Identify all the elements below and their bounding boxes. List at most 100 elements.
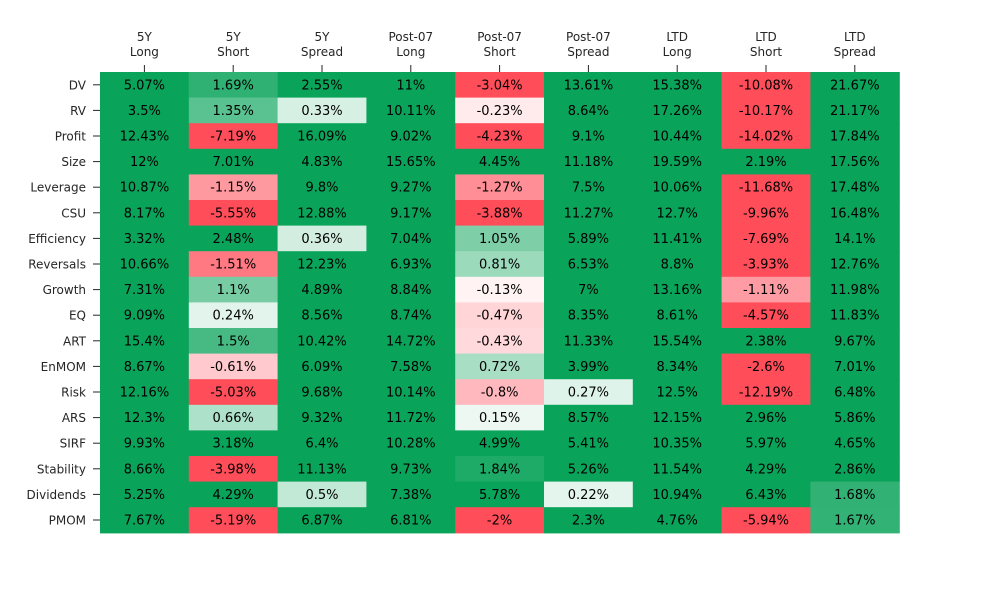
heatmap-cell-art-ltd-spread [810,328,900,355]
heatmap-cell-growth-5y-short [188,276,279,303]
heatmap-cell-rv-post-07-long [366,97,456,124]
cell-value-label: -3.93% [743,258,789,273]
heatmap-cell-risk-post-07-spread [544,379,634,406]
cell-value-label: 11.83% [830,309,880,324]
cell-value-label: 2.19% [745,155,786,170]
heatmap-cell-reversals-post-07-spread [544,251,634,278]
row-label-eq: EQ [69,309,86,323]
row-label-dv: DV [69,78,87,92]
cell-value-label: -0.47% [477,309,523,324]
heatmap-cell-ars-5y-short [188,404,279,431]
heatmap-cell-growth-post-07-long [366,276,456,303]
cell-value-label: 2.55% [301,78,342,93]
heatmap-cell-csu-5y-short [188,200,279,227]
heatmap-cell-reversals-5y-short [188,251,279,278]
cell-value-label: 10.11% [386,104,436,119]
cell-value-label: 0.5% [305,488,338,503]
heatmap-cell-leverage-post-07-long [366,174,456,201]
heatmap-cell-csu-ltd-spread [810,200,900,227]
cell-value-label: 1.69% [213,78,254,93]
cell-value-label: 0.66% [213,411,254,426]
heatmap-cell-dv-5y-spread [277,72,367,99]
heatmap-cell-dividends-ltd-short [721,481,811,508]
cell-value-label: -12.19% [739,386,793,401]
heatmap-cell-sirf-5y-spread [277,430,367,457]
heatmap-cell-dv-ltd-long [632,72,723,99]
heatmap-cell-size-ltd-long [632,148,723,175]
cell-value-label: 15.4% [124,334,165,349]
cell-value-label: 11.98% [830,283,880,298]
heatmap-cell-dividends-post-07-spread [544,481,634,508]
cell-value-label: 15.38% [652,78,702,93]
cell-value-label: 7.38% [390,488,431,503]
heatmap-cell-growth-ltd-long [632,276,723,303]
cell-value-label: -2.6% [747,360,785,375]
cell-value-label: 4.29% [745,462,786,477]
heatmap-cell-stability-post-07-long [366,456,456,483]
column-label-post-07-spread: Post-07 Spread [566,30,611,59]
cell-value-label: 8.8% [661,258,694,273]
heatmap-cell-size-5y-spread [277,148,367,175]
row-label-reversals: Reversals [28,258,86,272]
cell-value-label: 8.34% [657,360,698,375]
heatmap-cell-rv-ltd-spread [810,97,900,124]
cell-value-label: 10.87% [120,181,170,196]
cell-value-label: 8.56% [301,309,342,324]
heatmap-cell-dv-post-07-spread [544,72,634,99]
row-label-sirf: SIRF [60,437,86,451]
cell-value-label: 4.76% [657,514,698,529]
heatmap-cell-leverage-post-07-spread [544,174,634,201]
cell-value-label: -3.98% [210,462,256,477]
heatmap-cell-leverage-ltd-long [632,174,723,201]
heatmap-cell-risk-ltd-long [632,379,723,406]
cell-value-label: -1.15% [210,181,256,196]
heatmap-cell-efficiency-ltd-long [632,225,723,252]
cell-value-label: 8.35% [568,309,609,324]
cell-value-label: 10.44% [652,130,702,145]
row-label-growth: Growth [43,283,86,297]
cell-value-label: 5.41% [568,437,609,452]
heatmap-cell-reversals-ltd-long [632,251,723,278]
cell-value-label: 0.33% [301,104,342,119]
cell-value-label: -5.19% [210,514,256,529]
heatmap-cell-efficiency-ltd-short [721,225,811,252]
heatmap-cell-csu-5y-spread [277,200,367,227]
heatmap-cell-art-post-07-long [366,328,456,355]
cell-value-label: 9.1% [572,130,605,145]
heatmap-cell-ars-ltd-short [721,404,811,431]
cell-value-label: 9.27% [390,181,431,196]
heatmap-cell-profit-post-07-short [455,123,545,150]
heatmap-cell-art-5y-short [188,328,279,355]
cell-value-label: 9.93% [124,437,165,452]
heatmap-cell-profit-ltd-spread [810,123,900,150]
column-label-5y-spread: 5Y Spread [301,30,343,59]
cell-value-label: 2.48% [213,232,254,247]
heatmap-cell-ars-ltd-spread [810,404,900,431]
cell-value-label: 7.67% [124,514,165,529]
heatmap-cell-size-5y-long [100,148,190,175]
cell-value-label: 17.48% [830,181,880,196]
cell-value-label: 5.26% [568,462,609,477]
heatmap-cell-csu-ltd-short [721,200,811,227]
heatmap-cell-eq-5y-short [188,302,279,329]
heatmap-cell-pmom-5y-spread [277,507,367,534]
cell-value-label: 7.5% [572,181,605,196]
cell-value-label: 3.99% [568,360,609,375]
cell-value-label: 4.65% [834,437,875,452]
heatmap-cell-ars-post-07-long [366,404,456,431]
cell-value-label: 9.67% [834,334,875,349]
heatmap-cell-profit-5y-short [188,123,279,150]
heatmap-cell-leverage-post-07-short [455,174,545,201]
heatmap-cell-efficiency-5y-long [100,225,190,252]
row-label-profit: Profit [55,130,87,144]
cell-value-label: 9.17% [390,206,431,221]
column-label-5y-long: 5Y Long [130,30,159,59]
heatmap-cell-csu-post-07-spread [544,200,634,227]
heatmap-cell-risk-post-07-long [366,379,456,406]
heatmap-cell-efficiency-5y-short [188,225,279,252]
cell-value-label: 8.66% [124,462,165,477]
cell-value-label: 12.15% [652,411,702,426]
cell-value-label: 11.41% [652,232,702,247]
heatmap-cell-stability-ltd-long [632,456,723,483]
cell-value-label: 1.1% [217,283,250,298]
